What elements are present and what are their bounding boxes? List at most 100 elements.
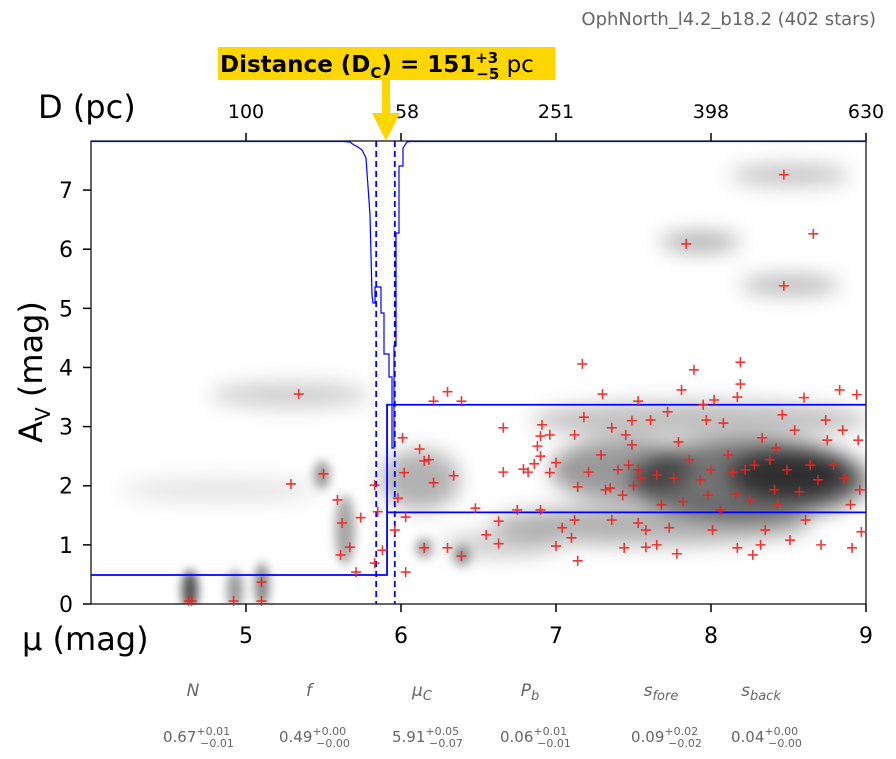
star-marker (377, 545, 388, 556)
star-marker (337, 517, 348, 528)
star-marker (423, 454, 434, 465)
star-marker (636, 473, 647, 484)
star-marker (715, 504, 726, 515)
top-tick-label: 251 (538, 101, 574, 123)
star-marker (851, 389, 862, 400)
density-map (120, 165, 866, 604)
y-tick-label: 6 (59, 238, 73, 263)
star-marker (695, 474, 706, 485)
star-marker (764, 454, 775, 465)
star-marker (856, 526, 867, 537)
star-marker (392, 493, 403, 504)
star-marker (853, 435, 864, 446)
star-marker (456, 396, 467, 407)
star-marker (344, 542, 355, 553)
parameter-subscript: b (531, 689, 539, 704)
star-marker (778, 169, 789, 180)
parameter-name: sback (741, 681, 781, 704)
star-marker (628, 480, 639, 491)
parameter-subscript: back (750, 689, 781, 704)
star-marker (735, 357, 746, 368)
star-marker (572, 481, 583, 492)
star-marker (676, 384, 687, 395)
y-axis-label: AV (mag) (12, 301, 55, 443)
star-marker (837, 425, 848, 436)
star-marker (707, 525, 718, 536)
star-marker (529, 458, 540, 469)
star-marker (723, 449, 734, 460)
star-marker (535, 451, 546, 462)
star-marker (744, 494, 755, 505)
star-marker (293, 389, 304, 400)
star-marker (532, 441, 543, 452)
star-marker (551, 457, 561, 468)
parameter-plus-error: +0.01 (533, 725, 567, 738)
star-marker (777, 409, 788, 420)
star-marker (606, 515, 617, 526)
star-marker (577, 358, 588, 369)
parameter-name: μC (411, 681, 433, 704)
star-marker (854, 484, 865, 495)
star-marker (623, 460, 634, 471)
star-marker (702, 490, 713, 501)
star-marker (662, 406, 673, 417)
star-marker (400, 512, 411, 523)
star-marker (701, 415, 712, 426)
star-marker (493, 538, 504, 549)
star-marker (718, 418, 729, 429)
y-tick-label: 2 (59, 475, 73, 500)
parameter-value: 0.04+0.00 −0.00 (731, 725, 802, 750)
star-marker (369, 480, 380, 491)
parameter-median: 5.91 (392, 728, 425, 746)
star-marker (640, 525, 651, 536)
star-marker (535, 431, 546, 442)
star-marker (808, 228, 819, 239)
top-tick-label: 398 (693, 101, 729, 123)
star-marker (498, 467, 509, 478)
x-tick-label: 9 (859, 624, 873, 649)
parameter-symbol: f (306, 681, 315, 701)
parameter-value: 0.06+0.01 −0.01 (500, 725, 571, 750)
star-marker (619, 542, 630, 553)
star-marker (389, 525, 400, 536)
parameter-plus-error: +0.05 (425, 725, 459, 738)
star-marker (355, 512, 366, 523)
star-marker (583, 467, 594, 478)
star-marker (633, 464, 644, 475)
star-marker (735, 379, 746, 390)
star-marker (772, 499, 783, 510)
top-tick-label: 100 (228, 101, 264, 123)
parameter-minus-error: −0.02 (668, 737, 702, 750)
y-tick-label: 1 (59, 534, 73, 559)
y-tick-label: 3 (59, 416, 73, 441)
x-axis-label: μ (mag) (22, 620, 149, 658)
star-marker (794, 486, 805, 497)
star-marker (828, 460, 839, 471)
star-marker (706, 464, 716, 475)
star-marker (557, 522, 568, 533)
parameter-plus-error: +0.02 (664, 725, 698, 738)
parameter-symbol: s (644, 681, 653, 701)
star-marker (419, 455, 430, 466)
parameter-name: sfore (644, 681, 679, 704)
x-tick-label: 7 (549, 624, 563, 649)
star-marker (228, 596, 239, 607)
distance-annotation: Distance (DC) = 151+3 −5 pc (218, 47, 555, 141)
chart-title: OphNorth_l4.2_b18.2 (402 stars) (581, 9, 876, 30)
parameter-minus-error: −0.01 (200, 737, 234, 750)
star-marker (605, 483, 616, 494)
star-marker (620, 429, 631, 440)
star-marker (645, 415, 656, 426)
star-marker (664, 522, 675, 533)
star-marker (651, 539, 662, 550)
parameter-name: N (187, 681, 200, 701)
star-marker (428, 477, 439, 488)
star-marker (600, 484, 611, 495)
parameter-value: 5.91+0.05 −0.07 (392, 725, 463, 750)
star-marker (845, 499, 856, 510)
annotation-arrow-shaft (382, 80, 390, 114)
star-marker (493, 516, 504, 527)
star-marker (678, 496, 689, 507)
star-marker (709, 394, 720, 405)
star-marker (332, 494, 343, 505)
